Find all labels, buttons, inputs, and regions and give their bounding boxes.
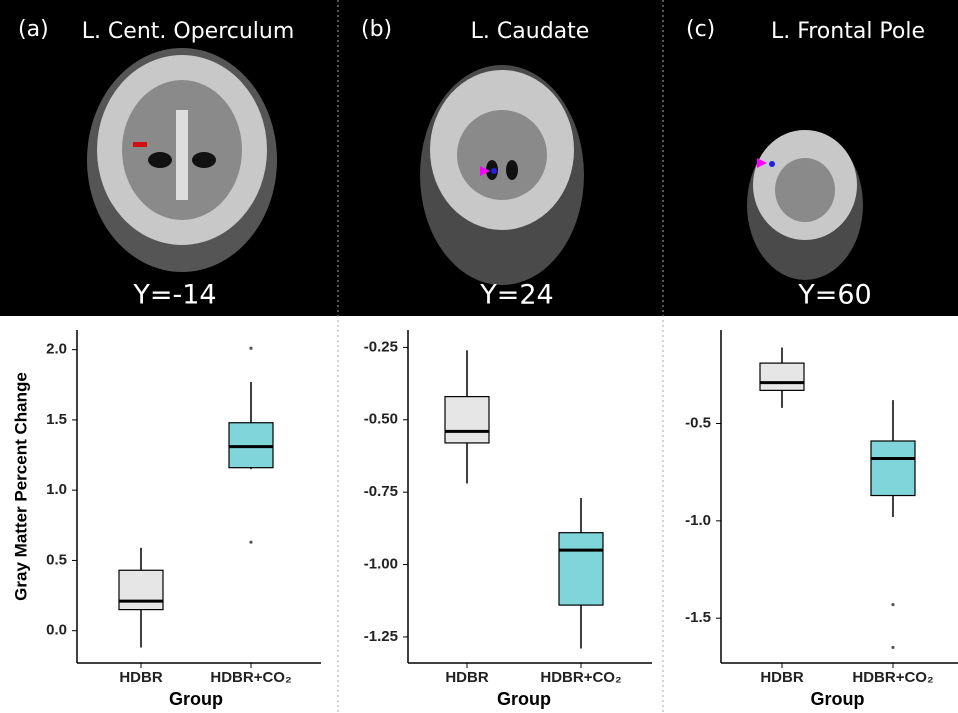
box xyxy=(871,441,915,496)
y-axis-title: Gray Matter Percent Change xyxy=(11,372,30,601)
outlier xyxy=(891,603,894,606)
panel-label: (c) xyxy=(686,17,715,42)
y-tick-label: -1.00 xyxy=(364,556,398,573)
slice-label: Y=60 xyxy=(797,280,871,311)
x-tick-label: HDBR xyxy=(760,669,803,686)
box xyxy=(119,570,163,609)
y-tick-label: 0.0 xyxy=(46,622,67,639)
box xyxy=(559,533,603,605)
outlier xyxy=(249,347,252,350)
panel-title: L. Caudate xyxy=(471,19,590,44)
x-tick-label: HDBR+CO₂ xyxy=(852,669,933,686)
panel-label: (b) xyxy=(361,17,392,42)
x-tick-label: HDBR+CO₂ xyxy=(540,669,621,686)
slice-label: Y=24 xyxy=(479,280,553,311)
y-tick-label: 1.0 xyxy=(46,481,67,498)
brain-a xyxy=(87,48,277,272)
x-tick-label: HDBR xyxy=(445,669,488,686)
y-tick-label: -1.5 xyxy=(685,609,711,626)
y-tick-label: -0.5 xyxy=(685,414,711,431)
x-axis-title: Group xyxy=(497,689,551,709)
y-tick-label: -0.75 xyxy=(364,483,398,500)
x-tick-label: HDBR xyxy=(119,669,162,686)
panel-title: L. Frontal Pole xyxy=(771,19,925,44)
brain-b xyxy=(420,65,584,285)
y-tick-label: -1.25 xyxy=(364,628,398,645)
box xyxy=(445,397,489,443)
y-tick-label: 0.5 xyxy=(46,551,67,568)
outlier xyxy=(891,646,894,649)
y-tick-label: 2.0 xyxy=(46,341,67,358)
x-tick-label: HDBR+CO₂ xyxy=(210,669,291,686)
outlier xyxy=(249,541,252,544)
figure: (a) L. Cent. Operculum Y=-14 0.0 0.5 1.0 1.5 2.… xyxy=(0,0,958,713)
brain-c xyxy=(747,130,863,280)
slice-label: Y=-14 xyxy=(132,280,216,311)
panel-label: (a) xyxy=(18,17,49,42)
y-tick-label: -0.25 xyxy=(364,338,398,355)
x-axis-title: Group xyxy=(169,689,223,709)
box xyxy=(760,363,804,390)
x-axis-title: Group xyxy=(811,689,865,709)
panel-title: L. Cent. Operculum xyxy=(82,19,295,44)
y-tick-label: 1.5 xyxy=(46,411,67,428)
y-tick-label: -0.50 xyxy=(364,411,398,428)
y-tick-label: -1.0 xyxy=(685,512,711,529)
